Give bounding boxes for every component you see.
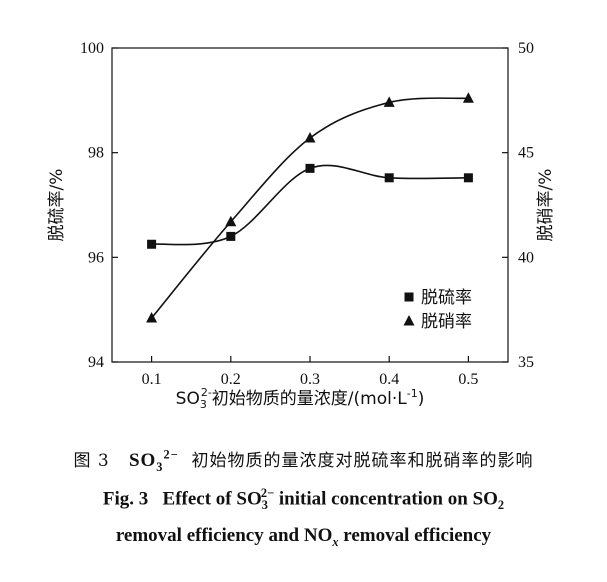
legend-square-marker [404, 292, 414, 302]
x-tick-label: 0.2 [221, 371, 241, 388]
right-y-tick-label: 35 [518, 354, 534, 371]
left-y-tick-label: 96 [88, 249, 104, 266]
legend-triangle-marker [403, 315, 415, 326]
denitrification-rate-point [225, 215, 237, 227]
right-y-tick-label: 50 [518, 40, 534, 57]
x-axis-label: SO32-初始物质的量浓度/(mol·L-1) [176, 386, 425, 411]
desulfurization-rate-line [151, 164, 469, 246]
desulfurization-rate-point [384, 173, 394, 183]
x-tick-label: 0.4 [379, 371, 399, 388]
denitrification-rate-point [462, 92, 474, 103]
denitrification-rate-point [383, 96, 395, 107]
desulfurization-rate-point [147, 239, 157, 249]
denitrification-rate-point [146, 312, 158, 323]
right-y-axis-label: 脱硝率/% [536, 169, 556, 242]
left-y-axis-label: 脱硫率/% [47, 169, 67, 242]
left-y-tick-label: 94 [88, 354, 104, 371]
legend-entry-label: 脱硫率 [421, 288, 472, 308]
caption-english-line2: removal efficiency and NOx removal effic… [115, 525, 492, 549]
right-y-tick-label: 40 [518, 249, 534, 266]
left-y-tick-label: 100 [80, 40, 104, 57]
caption-cn-text: 初始物质的量浓度对脱硫率和脱硝率的影响 [191, 451, 534, 471]
right-y-tick-label: 45 [518, 145, 534, 162]
denitrification-rate-line [150, 97, 469, 319]
right-y-axis-ticks: 35 40 45 50 [502, 40, 534, 371]
caption-cn-so: SO32− [128, 447, 179, 474]
desulfurization-rate-point [226, 231, 236, 241]
left-y-axis-ticks: 94 96 98 100 [80, 40, 118, 371]
x-tick-label: 0.1 [142, 371, 162, 388]
denitrification-rate-point [304, 132, 316, 143]
left-y-tick-label: 98 [88, 145, 104, 162]
caption-chinese: 图 3 SO32− 初始物质的量浓度对脱硫率和脱硝率的影响 [0, 446, 607, 475]
series-layer [146, 92, 474, 323]
desulfurization-rate-point [305, 163, 315, 173]
caption-cn-label: 图 3 [73, 451, 110, 471]
caption-english-line1: Fig. 3 Effect of SO32− initial concentra… [102, 486, 505, 513]
legend-entry-label: 脱硝率 [421, 312, 472, 332]
x-tick-label: 0.5 [458, 371, 478, 388]
x-axis-ticks: 0.1 0.2 0.3 0.4 0.5 [142, 356, 478, 388]
x-tick-label: 0.3 [300, 371, 320, 388]
desulfurization-rate-point [463, 173, 473, 183]
dual-axis-line-chart: 0.1 0.2 0.3 0.4 0.5 94 96 98 100 35 40 45 50 脱硫率/%… [47, 40, 556, 411]
